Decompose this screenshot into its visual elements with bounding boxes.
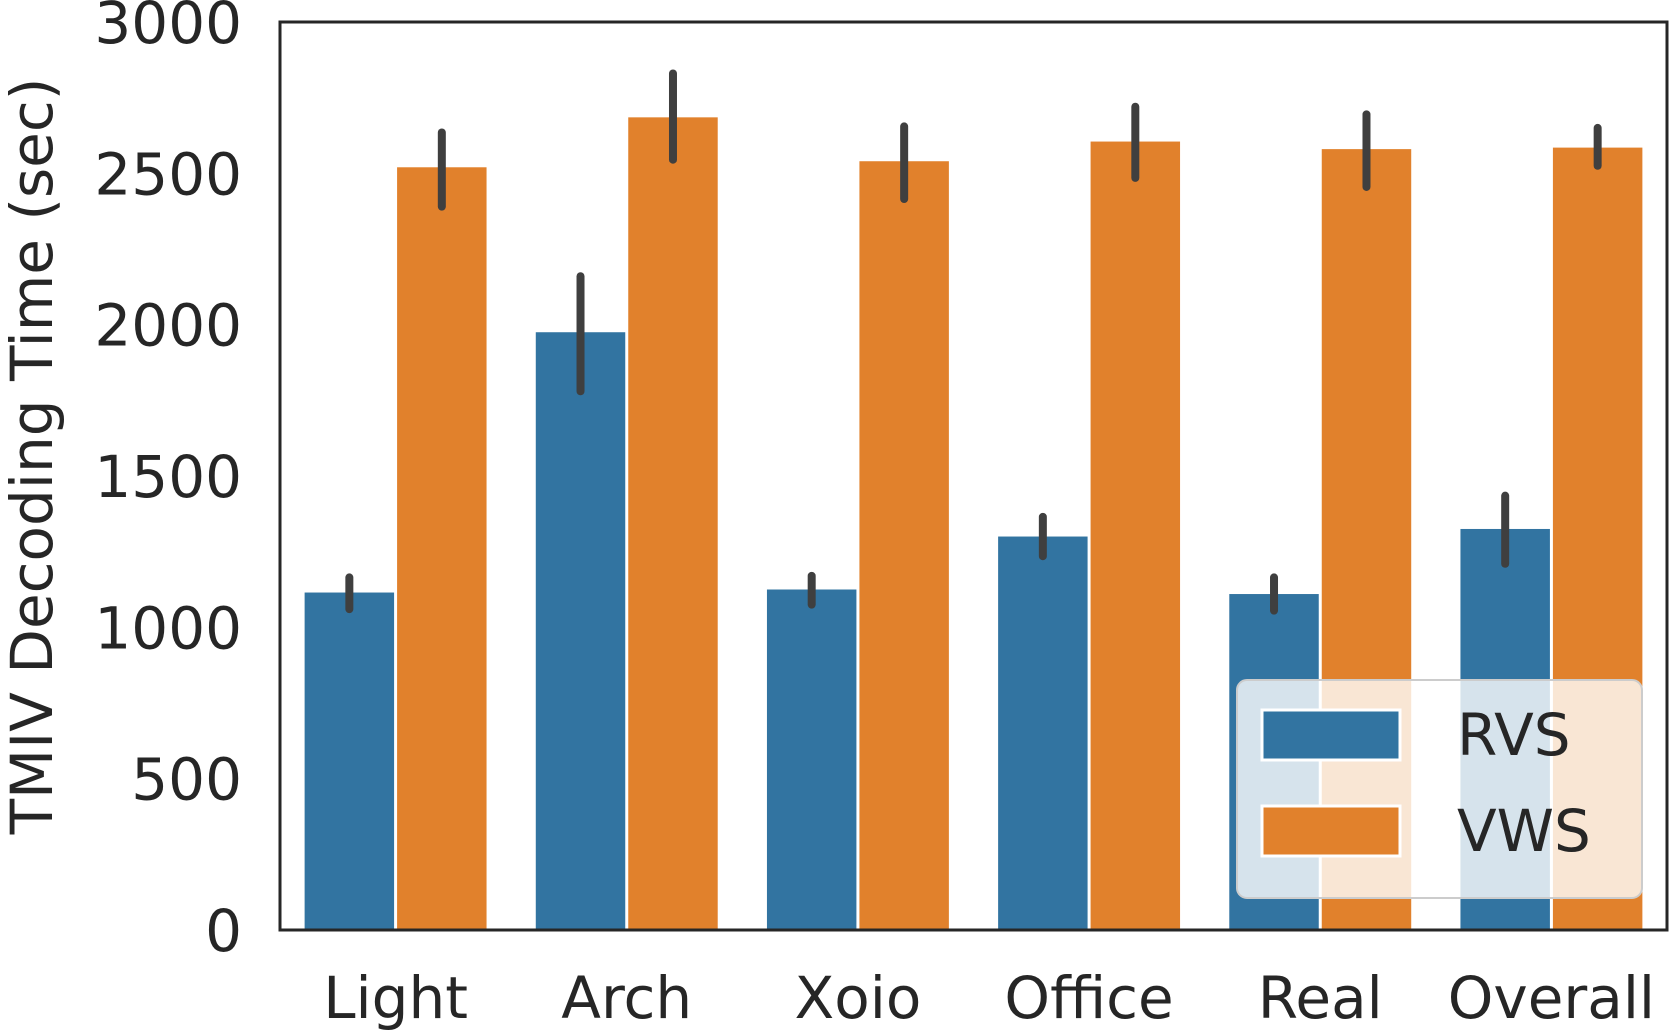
bar-rvs-light xyxy=(304,592,395,930)
x-tick-label: Xoio xyxy=(795,964,922,1032)
y-tick-label: 2500 xyxy=(94,140,242,208)
legend-swatch-rvs xyxy=(1260,708,1402,762)
y-axis-title: TMIV Decoding Time (sec) xyxy=(0,78,66,836)
x-axis-ticks: Light Arch Xoio Office Real Overall xyxy=(323,964,1655,1032)
bar-rvs-xoio xyxy=(766,589,857,930)
legend-label-vws: VWS xyxy=(1457,797,1591,865)
bar-vws-xoio xyxy=(859,161,949,930)
y-tick-label: 3000 xyxy=(94,0,242,57)
legend-swatch-vws xyxy=(1260,804,1402,858)
x-tick-label: Office xyxy=(1004,964,1173,1032)
x-tick-label: Arch xyxy=(561,964,692,1032)
y-tick-label: 500 xyxy=(131,746,242,814)
bar-vws-light xyxy=(397,167,487,930)
bar-rvs-office xyxy=(998,536,1088,930)
legend: RVS VWS xyxy=(1236,679,1643,899)
x-tick-label: Overall xyxy=(1448,964,1655,1032)
y-tick-label: 1500 xyxy=(94,443,242,511)
bar-vws-office xyxy=(1090,141,1181,930)
bar-rvs-arch xyxy=(535,332,626,930)
x-tick-label: Light xyxy=(323,964,468,1032)
y-axis-ticks: 0 500 1000 1500 2000 2500 3000 xyxy=(94,0,242,965)
error-bars-layer xyxy=(345,69,1602,615)
x-tick-label: Real xyxy=(1258,964,1383,1032)
legend-label-rvs: RVS xyxy=(1457,701,1571,769)
y-tick-label: 0 xyxy=(205,897,242,965)
y-tick-label: 1000 xyxy=(94,594,242,662)
plot-frame xyxy=(278,20,1669,932)
bar-vws-arch xyxy=(628,117,718,931)
y-tick-label: 2000 xyxy=(94,292,242,360)
